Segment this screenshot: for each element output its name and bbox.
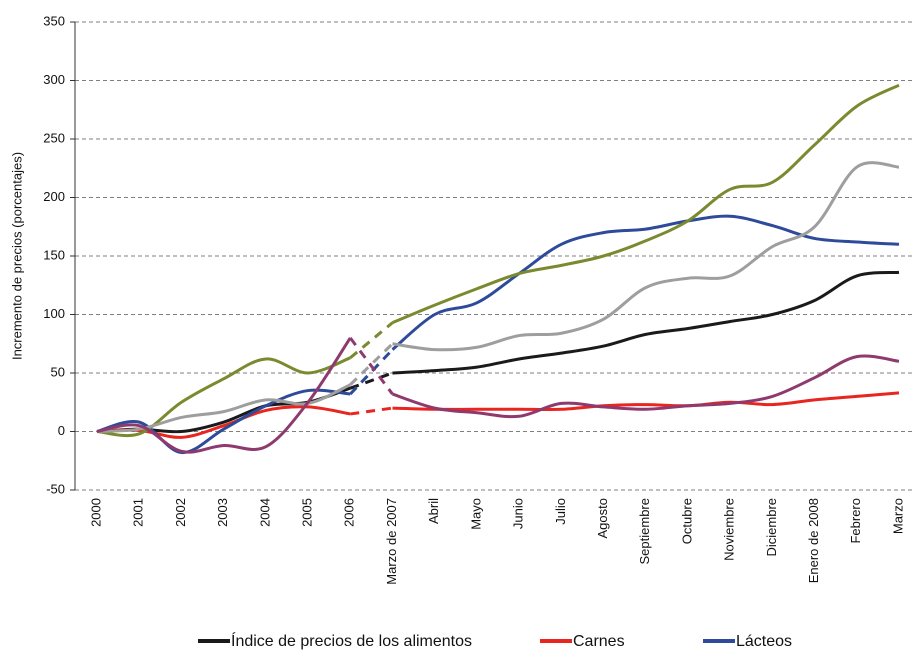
x-tick-label: 2003 [215, 498, 230, 527]
x-tick-label: 2002 [173, 498, 188, 527]
y-tick-label: 200 [43, 189, 65, 204]
x-tick-label: Junio [511, 498, 526, 529]
x-tick-label: 2006 [342, 498, 357, 527]
series-line [392, 161, 900, 352]
series-connector [349, 371, 393, 390]
series-line [391, 214, 900, 351]
series-line [96, 337, 352, 454]
x-tick-label: 2001 [131, 498, 146, 527]
x-tick-label: Noviembre [722, 498, 737, 561]
x-tick-label: Febrero [848, 498, 863, 544]
y-tick-label: 250 [43, 130, 65, 145]
y-tick-label: -50 [46, 481, 65, 496]
series-line [392, 270, 900, 375]
y-axis-title: Incremento de precios (porcentajes) [9, 152, 24, 360]
y-tick-label: 100 [43, 306, 65, 321]
series-connector [350, 406, 393, 416]
series-connector [349, 342, 394, 386]
x-tick-label: Marzo de 2007 [384, 498, 399, 585]
x-tick-label: Septiembre [637, 498, 652, 564]
y-tick-label: 50 [51, 364, 65, 379]
x-tick-label: Octubre [679, 498, 694, 544]
x-tick-label: 2000 [88, 498, 103, 527]
y-tick-label: 300 [43, 72, 65, 87]
x-tick-label: 2004 [257, 498, 272, 527]
y-tick-label: 150 [43, 247, 65, 262]
y-tick-label: 350 [43, 13, 65, 28]
x-tick-label: Julio [553, 498, 568, 525]
series-line [391, 83, 900, 325]
series-line [96, 356, 351, 438]
legend-label: Lácteos [736, 633, 792, 650]
x-tick-label: Abril [426, 498, 441, 524]
series-connector [349, 336, 394, 395]
x-tick-label: 2005 [299, 498, 314, 527]
x-tick-label: Diciembre [764, 498, 779, 557]
x-tick-label: Marzo [890, 498, 905, 534]
series-connector [349, 321, 394, 359]
x-tick-label: Agosto [595, 498, 610, 538]
legend-label: Índice de precios de los alimentos [231, 631, 472, 650]
series-line [391, 354, 900, 419]
y-tick-label: 0 [58, 423, 65, 438]
series-connector [349, 348, 394, 396]
x-tick-label: Enero de 2008 [806, 498, 821, 583]
series-line [392, 391, 900, 412]
series-line [96, 388, 351, 455]
legend-label: Carnes [573, 633, 625, 650]
x-tick-label: Mayo [468, 498, 483, 530]
